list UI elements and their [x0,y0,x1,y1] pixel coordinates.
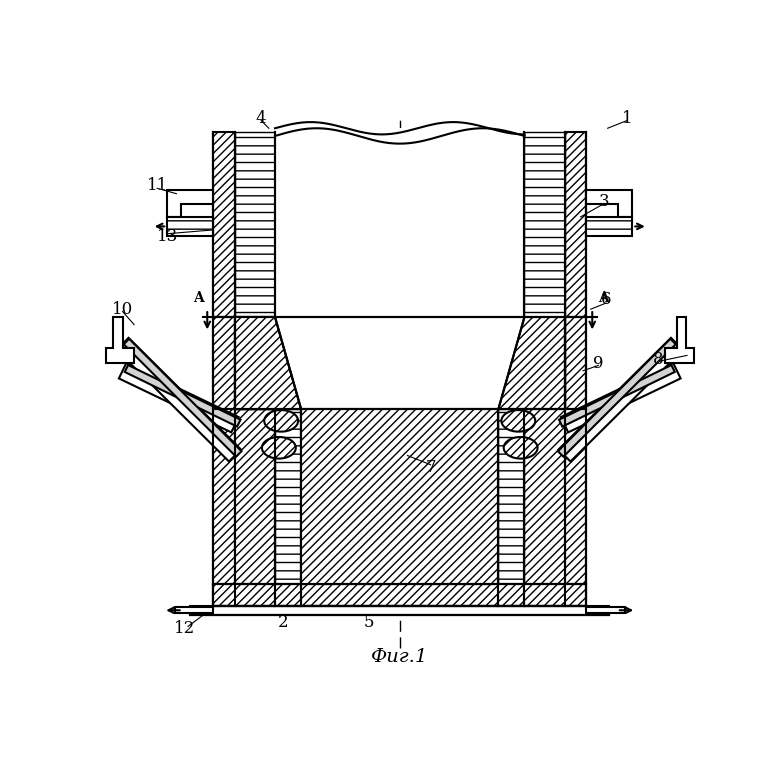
Polygon shape [214,584,586,605]
Polygon shape [190,605,609,615]
Polygon shape [524,410,565,605]
Polygon shape [498,317,565,410]
Polygon shape [558,338,683,462]
Text: 9: 9 [593,355,604,371]
Polygon shape [498,410,524,605]
Polygon shape [175,607,214,613]
Polygon shape [167,190,214,217]
Text: 5: 5 [363,614,374,631]
Text: 7: 7 [425,459,436,476]
Polygon shape [125,365,240,427]
Text: 2: 2 [278,614,288,631]
Ellipse shape [264,410,298,431]
Polygon shape [301,410,498,584]
Polygon shape [565,317,586,605]
Polygon shape [105,317,134,363]
Polygon shape [214,317,235,605]
Text: 13: 13 [157,228,178,245]
Polygon shape [586,190,633,217]
Polygon shape [586,217,633,236]
Polygon shape [235,410,275,605]
Polygon shape [235,132,275,317]
Polygon shape [235,317,301,410]
Text: 11: 11 [147,178,168,194]
Polygon shape [524,132,565,317]
Ellipse shape [504,437,537,459]
Polygon shape [301,410,498,584]
Polygon shape [124,339,242,456]
Polygon shape [586,607,625,613]
Polygon shape [119,363,239,432]
Polygon shape [275,317,524,410]
Polygon shape [301,410,498,584]
Polygon shape [558,339,675,456]
Polygon shape [301,410,498,584]
Polygon shape [167,217,214,236]
Ellipse shape [502,410,535,431]
Polygon shape [275,317,524,410]
Text: 12: 12 [173,620,195,637]
Ellipse shape [262,437,296,459]
Text: Фиг.1: Фиг.1 [371,648,428,666]
Text: 10: 10 [112,301,133,317]
Text: 4: 4 [256,110,267,126]
Text: A: A [597,292,608,305]
Text: 6: 6 [601,292,612,308]
Polygon shape [561,363,681,432]
Text: 3: 3 [598,193,609,210]
Polygon shape [275,410,301,605]
Polygon shape [665,317,694,363]
Polygon shape [235,317,301,410]
Polygon shape [275,132,524,317]
Polygon shape [498,317,565,410]
Polygon shape [214,132,235,317]
Text: 8: 8 [652,351,663,367]
Polygon shape [559,365,675,427]
Polygon shape [116,338,241,462]
Text: A: A [193,292,204,305]
Text: 1: 1 [622,110,633,126]
Polygon shape [275,128,524,317]
Polygon shape [565,132,586,317]
